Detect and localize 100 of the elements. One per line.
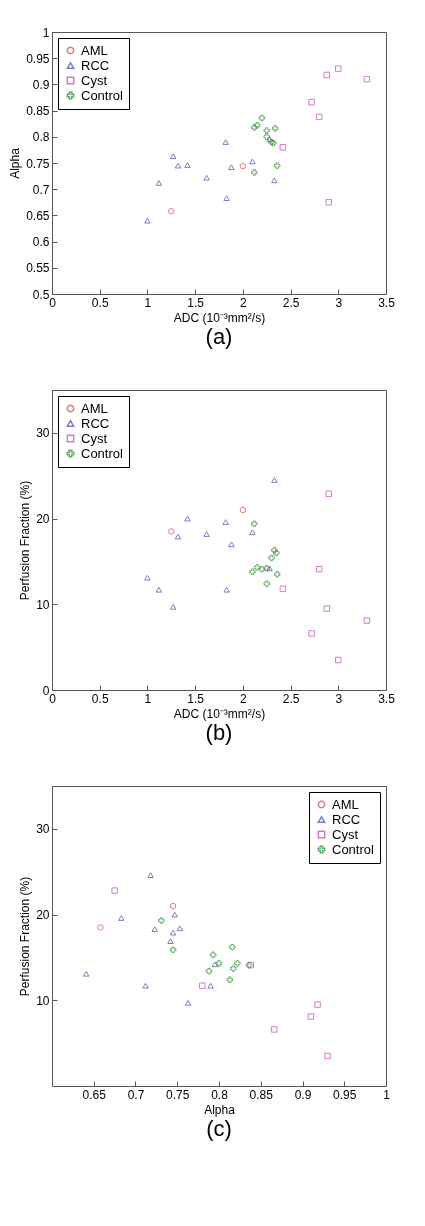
point xyxy=(167,938,174,945)
point xyxy=(203,531,210,537)
point xyxy=(308,630,315,637)
point xyxy=(268,554,275,562)
x-tick-label: 3.5 xyxy=(378,691,396,706)
point xyxy=(229,965,237,972)
point xyxy=(228,541,235,548)
x-tick-label: 3 xyxy=(335,295,343,310)
point xyxy=(97,924,104,931)
x-tick-label: 3 xyxy=(335,691,343,706)
text: (b) xyxy=(205,720,233,745)
legend-label: AML xyxy=(332,796,359,812)
legend-label: RCC xyxy=(81,57,110,73)
x-tick-label: 0.85 xyxy=(249,1087,274,1102)
point xyxy=(314,1001,321,1008)
x-tick-label: 3.5 xyxy=(378,295,396,310)
x-tick-label: 0.7 xyxy=(127,1087,145,1102)
y-tick-label: 0.8 xyxy=(32,130,50,145)
point xyxy=(169,902,177,910)
point xyxy=(176,925,183,932)
point xyxy=(271,177,278,184)
point xyxy=(323,71,331,79)
x-tick-label: 2 xyxy=(240,691,248,706)
x-tick-label: 1 xyxy=(144,691,152,706)
x-tick-label: 0.5 xyxy=(91,691,109,706)
point xyxy=(251,169,258,176)
x-axis-title: ADC (10⁻³mm²/s) xyxy=(173,310,266,325)
point xyxy=(118,915,125,921)
point xyxy=(272,125,279,132)
y-tick-label: 30 xyxy=(36,426,50,441)
point xyxy=(251,520,258,527)
point xyxy=(325,490,332,497)
point xyxy=(258,565,266,573)
point xyxy=(226,976,234,983)
y-tick-label: 0.65 xyxy=(26,208,50,223)
point xyxy=(222,519,229,525)
point xyxy=(315,565,323,573)
point xyxy=(151,926,158,933)
point xyxy=(249,529,256,536)
y-tick-label: 10 xyxy=(36,993,50,1008)
point xyxy=(271,547,278,554)
y-tick-label: 0.7 xyxy=(32,182,50,197)
y-tick-label: 20 xyxy=(36,908,50,923)
point xyxy=(184,515,191,522)
point xyxy=(184,162,191,168)
point xyxy=(223,195,230,201)
point xyxy=(253,564,261,571)
legend-label: Control xyxy=(332,841,375,857)
point xyxy=(315,113,323,121)
point xyxy=(168,207,175,215)
y-tick-label: 0.55 xyxy=(26,261,50,276)
y-tick-label: 1 xyxy=(42,25,50,40)
point xyxy=(155,180,163,186)
point xyxy=(239,506,247,514)
x-tick-label: 2 xyxy=(240,295,248,310)
point xyxy=(169,153,177,160)
x-tick-label: 0.8 xyxy=(211,1087,229,1102)
x-tick-label: 1 xyxy=(144,295,152,310)
point xyxy=(169,929,177,936)
x-tick-label: 0.65 xyxy=(82,1087,107,1102)
point xyxy=(222,139,229,145)
point xyxy=(211,961,219,968)
y-axis-title: Perfusion Fraction (%) xyxy=(18,480,33,601)
point xyxy=(184,999,192,1006)
point xyxy=(258,114,266,122)
point xyxy=(171,911,178,918)
y-tick-label: 0.6 xyxy=(32,235,50,250)
legend-label: Control xyxy=(81,87,124,103)
point xyxy=(270,1026,278,1033)
point xyxy=(253,122,261,129)
point xyxy=(307,1013,315,1020)
legend-label: RCC xyxy=(81,415,110,431)
x-axis-title: Alpha xyxy=(204,1102,236,1117)
point xyxy=(273,162,281,169)
point xyxy=(325,199,332,206)
y-axis-title: Perfusion Fraction (%) xyxy=(18,876,33,997)
legend-label: AML xyxy=(81,400,108,416)
y-tick-label: 0.95 xyxy=(26,51,50,66)
point xyxy=(335,656,342,664)
legend-label: AML xyxy=(81,42,108,58)
point xyxy=(363,617,371,624)
y-tick-label: 0.75 xyxy=(26,156,50,171)
point xyxy=(239,162,247,170)
point xyxy=(144,574,151,581)
point xyxy=(203,174,210,181)
point xyxy=(209,951,217,959)
point xyxy=(335,65,342,72)
point xyxy=(83,970,90,977)
x-axis-title: ADC (10⁻³mm²/s) xyxy=(173,706,266,721)
point xyxy=(228,164,235,171)
x-tick-label: 1.5 xyxy=(187,691,205,706)
legend-label: Control xyxy=(81,445,124,461)
point xyxy=(249,568,256,575)
point xyxy=(169,946,177,953)
x-tick-label: 1.5 xyxy=(187,295,205,310)
legend-label: Cyst xyxy=(81,430,108,446)
y-tick-label: 20 xyxy=(36,512,50,527)
text: (a) xyxy=(205,324,233,349)
point xyxy=(111,887,118,894)
point xyxy=(144,217,151,224)
